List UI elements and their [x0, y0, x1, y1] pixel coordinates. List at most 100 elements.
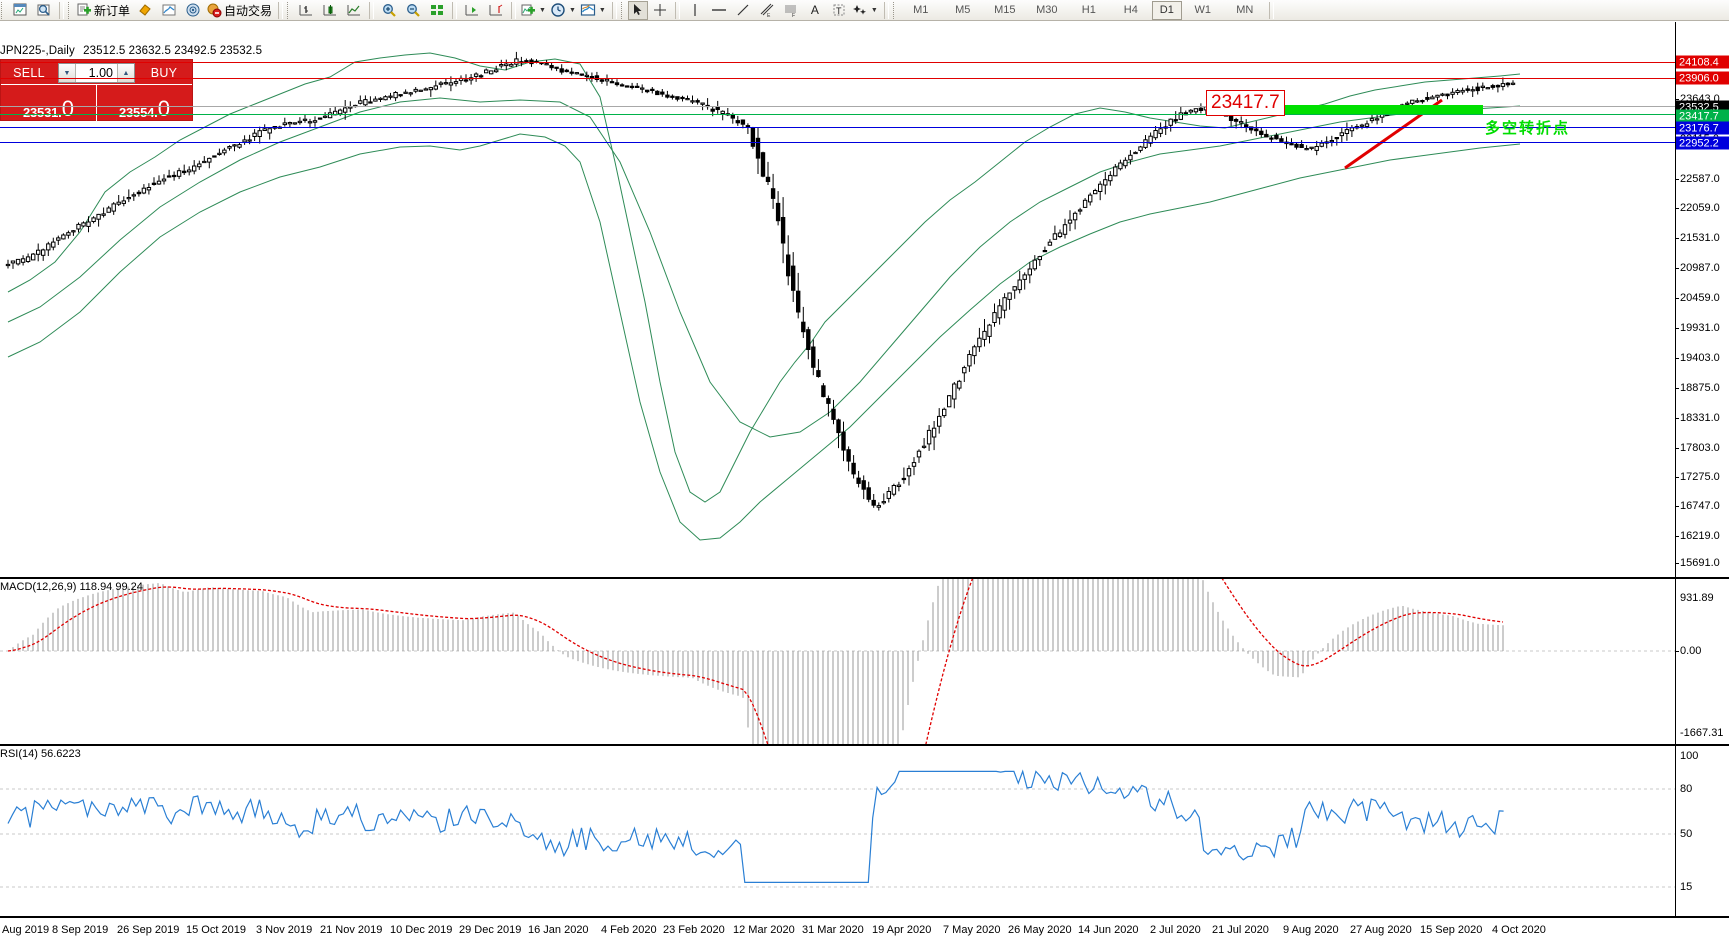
oct-price-row: 23531 . 0 23554 . 0	[1, 84, 192, 121]
green-zone-highlight	[1278, 105, 1483, 114]
date-label-22: 4 Oct 2020	[1492, 924, 1546, 936]
expert-advisor-icon[interactable]	[133, 1, 157, 20]
price-tick-20459	[1676, 298, 1679, 299]
rsi-scale: 100 80 50 15	[1675, 746, 1729, 916]
timeframe-w1[interactable]: W1	[1194, 4, 1212, 16]
toolbar-grip[interactable]	[1, 1, 6, 19]
price-chip-resistance-1: 24108.4	[1676, 55, 1729, 69]
vertical-line-icon[interactable]	[683, 1, 707, 20]
volume-increase-button[interactable]: ▲	[117, 64, 134, 82]
toolbar-separator-8	[883, 1, 889, 19]
signals-icon[interactable]	[181, 1, 205, 20]
rsi-plot	[0, 769, 1675, 888]
horizontal-line-icon[interactable]	[707, 1, 731, 20]
volume-decrease-button[interactable]: ▼	[59, 64, 76, 82]
bar-chart-icon[interactable]	[294, 1, 318, 20]
candle-series	[5, 51, 1516, 511]
text-label-icon[interactable]: T	[827, 1, 851, 20]
sell-price[interactable]: 23531 . 0	[1, 85, 97, 121]
zoom-in-icon[interactable]	[377, 1, 401, 20]
toolbar-grip-timeframes[interactable]	[892, 1, 898, 19]
new-order-button[interactable]: 新订单	[75, 1, 133, 20]
cursor-icon[interactable]	[627, 0, 648, 20]
date-label-4: 3 Nov 2019	[256, 924, 313, 936]
chevron-down-icon-shapes[interactable]: ▼	[870, 6, 878, 14]
date-label-10: 23 Feb 2020	[663, 924, 725, 936]
date-label-0: Aug 2019	[2, 924, 50, 936]
toolbar-separator-5	[511, 1, 517, 19]
date-label-15: 26 May 2020	[1008, 924, 1072, 936]
candlestick-chart-icon[interactable]	[318, 1, 342, 20]
indicators-icon[interactable]: ▼	[519, 1, 549, 20]
timeframe-d1[interactable]: D1	[1151, 0, 1182, 20]
date-label-14: 7 May 2020	[943, 924, 1001, 936]
pivot-line[interactable]	[0, 114, 1675, 115]
date-scale[interactable]: Aug 2019 8 Sep 2019 26 Sep 2019 15 Oct 2…	[0, 917, 1729, 944]
rsi-label: RSI(14) 56.6223	[0, 748, 81, 760]
timeframe-m15[interactable]: M15	[994, 4, 1016, 16]
equidistant-channel-icon[interactable]: E	[755, 1, 779, 20]
date-label-2: 26 Sep 2019	[117, 924, 180, 936]
chart-window-icon[interactable]	[8, 1, 32, 20]
timeframe-h1[interactable]: H1	[1081, 4, 1096, 16]
auto-scroll-icon[interactable]	[460, 1, 484, 20]
timeframe-m30[interactable]: M30	[1036, 4, 1058, 16]
price-tick-17275	[1676, 477, 1679, 478]
autotrading-button[interactable]: 自动交易	[205, 1, 275, 20]
support-line-2[interactable]	[0, 142, 1675, 143]
chevron-down-icon-period[interactable]: ▼	[568, 6, 576, 14]
resistance-line-2[interactable]	[0, 78, 1675, 79]
price-tick-22059	[1676, 208, 1679, 209]
price-tick-20987	[1676, 268, 1679, 269]
chart-ohlc-label: 23512.5 23632.5 23492.5 23532.5	[83, 45, 263, 57]
date-label-21: 15 Sep 2020	[1420, 924, 1483, 936]
timeframe-mn[interactable]: MN	[1236, 4, 1254, 16]
crosshair-icon[interactable]	[648, 1, 672, 20]
svg-text:F: F	[792, 13, 795, 18]
toolbar-separator-3	[369, 1, 375, 19]
price-tick-21531	[1676, 238, 1679, 239]
date-label-7: 29 Dec 2019	[459, 924, 522, 936]
market-watch-icon[interactable]	[157, 1, 181, 20]
timeframe-m5[interactable]: M5	[955, 4, 971, 16]
resistance-line-1[interactable]	[0, 62, 1675, 63]
chart-shift-icon[interactable]	[484, 1, 508, 20]
timeframe-m1[interactable]: M1	[913, 4, 929, 16]
date-label-5: 21 Nov 2019	[320, 924, 383, 936]
chevron-down-icon-templates[interactable]: ▼	[598, 6, 606, 14]
templates-icon[interactable]: ▼	[579, 1, 609, 20]
chevron-down-icon[interactable]: ▼	[539, 6, 546, 14]
toolbar-grip-charts[interactable]	[287, 1, 292, 19]
main-chart-pane[interactable]: ◄ JPN225-,Daily 23512.5 23632.5 23492.5 …	[0, 22, 1729, 578]
magnifier-data-icon[interactable]	[32, 1, 56, 20]
price-scale[interactable]: 24108.4 23906.0 23643.0 23532.5 23417.7 …	[1675, 22, 1729, 577]
support-line-1[interactable]	[0, 127, 1675, 128]
timeframe-h4[interactable]: H4	[1123, 4, 1138, 16]
date-label-11: 12 Mar 2020	[733, 924, 795, 936]
toolbar-separator-4	[452, 1, 458, 19]
text-icon[interactable]: A	[810, 3, 819, 17]
period-clock-icon[interactable]: ▼	[549, 1, 579, 20]
fibonacci-retracement-icon[interactable]: F	[779, 1, 803, 20]
tile-windows-icon[interactable]	[425, 1, 449, 20]
chinese-annotation[interactable]: 多空转折点	[1485, 119, 1571, 137]
sell-button[interactable]: SELL	[13, 66, 45, 80]
line-chart-icon[interactable]	[342, 1, 366, 20]
toolbar-grip-lines[interactable]	[620, 1, 626, 19]
date-label-19: 9 Aug 2020	[1283, 924, 1339, 936]
macd-scale-min: -1667.31	[1680, 727, 1724, 739]
price-chip-pivot: 23417.7	[1676, 109, 1729, 123]
svg-text:E: E	[767, 13, 771, 18]
buy-button[interactable]: BUY	[150, 66, 178, 80]
rsi-pane[interactable]: RSI(14) 56.6223 100 80 50 15	[0, 745, 1729, 917]
macd-pane[interactable]: MACD(12,26,9) 118.94 99.24 931.89 0.00 -…	[0, 578, 1729, 745]
volume-value[interactable]: 1.00	[88, 66, 113, 80]
date-label-17: 2 Jul 2020	[1150, 924, 1201, 936]
price-callout-box[interactable]: 23417.7	[1206, 90, 1285, 116]
date-label-18: 21 Jul 2020	[1212, 924, 1269, 936]
shapes-arrows-icon[interactable]: ▼	[851, 1, 881, 20]
trendline-icon[interactable]	[731, 1, 755, 20]
toolbar-grip-trade[interactable]	[68, 1, 73, 19]
zoom-out-icon[interactable]	[401, 1, 425, 20]
